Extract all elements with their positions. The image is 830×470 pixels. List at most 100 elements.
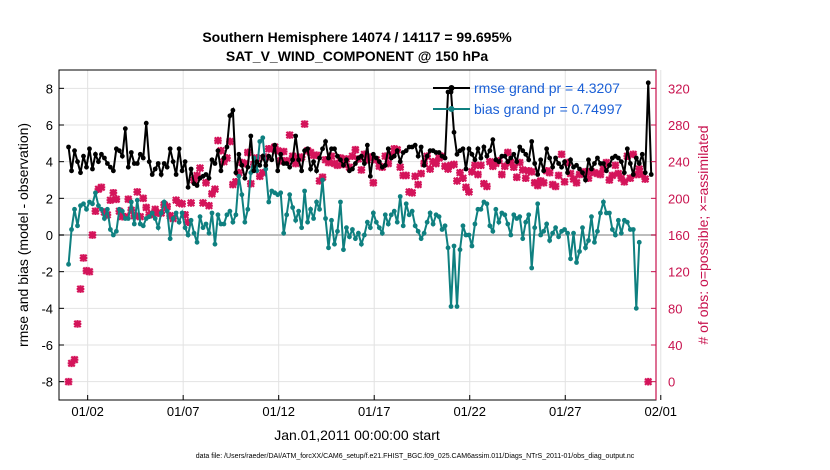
bias-point xyxy=(406,212,412,218)
rmse-point xyxy=(418,144,424,150)
obs-count-marker xyxy=(608,171,617,180)
rmse-point xyxy=(502,153,508,159)
obs-count-marker xyxy=(351,145,360,154)
obs-count-marker xyxy=(366,153,375,162)
rmse-point xyxy=(484,153,490,159)
rmse-point xyxy=(230,107,236,113)
obs-count-marker xyxy=(605,176,614,184)
obs-count-marker xyxy=(566,169,575,178)
rmse-point xyxy=(99,151,104,157)
bias-point xyxy=(535,201,541,207)
rmse-point xyxy=(421,162,427,168)
bias-point xyxy=(206,230,212,236)
rmse-point xyxy=(275,168,281,174)
bias-point xyxy=(484,201,490,207)
rmse-point xyxy=(257,162,263,168)
y-tick-label-right: 120 xyxy=(668,265,690,280)
bias-point xyxy=(182,225,188,231)
rmse-point xyxy=(353,161,358,166)
bias-point xyxy=(493,206,499,212)
rmse-point xyxy=(544,146,550,152)
bias-point xyxy=(84,206,89,212)
bias-point xyxy=(618,230,624,236)
obs-count-marker xyxy=(300,120,309,129)
legend-bias-label: bias grand pr = 0.74997 xyxy=(474,101,622,117)
bias-point xyxy=(167,236,173,242)
obs-count-marker xyxy=(596,170,605,179)
rmse-point xyxy=(535,172,541,177)
obs-count-marker xyxy=(527,167,536,176)
bias-point xyxy=(347,234,352,240)
rmse-point xyxy=(66,144,71,150)
rmse-point xyxy=(308,166,313,172)
bias-point xyxy=(601,199,606,205)
rmse-point xyxy=(601,161,606,166)
obs-count-marker xyxy=(638,170,647,179)
bias-point xyxy=(170,216,176,221)
rmse-point xyxy=(263,162,269,168)
rmse-point xyxy=(116,148,122,154)
bias-point xyxy=(230,219,236,225)
bias-point xyxy=(636,239,642,245)
rmse-point xyxy=(508,155,514,161)
obs-count-marker xyxy=(79,253,88,262)
rmse-point xyxy=(583,177,588,183)
obs-count-marker xyxy=(620,177,629,186)
rmse-point xyxy=(81,153,86,159)
bias-point xyxy=(221,221,227,227)
bias-point xyxy=(624,219,630,225)
rmse-point xyxy=(517,144,523,150)
rmse-point xyxy=(245,164,251,170)
obs-count-marker xyxy=(205,201,213,210)
rmse-point xyxy=(589,166,594,172)
rmse-point xyxy=(350,166,355,172)
bias-point xyxy=(609,227,615,232)
y-tick-label-right: 160 xyxy=(668,228,690,243)
rmse-point xyxy=(514,159,520,165)
rmse-point xyxy=(143,120,149,126)
bias-point xyxy=(113,228,119,234)
rmse-point xyxy=(149,172,155,177)
y-tick-label-right: 0 xyxy=(668,375,675,390)
rmse-point xyxy=(344,157,349,163)
obs-count-marker xyxy=(243,148,252,157)
bias-point xyxy=(508,232,514,238)
rmse-point xyxy=(436,150,442,155)
obs-count-marker xyxy=(444,165,453,173)
rmse-point xyxy=(194,183,200,188)
x-tick-label: 01/27 xyxy=(549,404,582,419)
bias-point xyxy=(633,305,639,311)
rmse-point xyxy=(604,168,609,174)
bias-point xyxy=(448,304,454,309)
bias-point xyxy=(427,210,433,216)
rmse-point xyxy=(254,159,260,165)
obs-count-marker xyxy=(611,161,620,170)
bias-point xyxy=(466,232,472,238)
obs-count-marker xyxy=(327,152,336,161)
x-axis-label: Jan.01,2011 00:00:00 start xyxy=(274,427,440,443)
bias-point xyxy=(394,219,400,225)
x-tick-label: 01/12 xyxy=(262,404,295,419)
bias-point xyxy=(212,241,218,247)
bias-point xyxy=(179,210,185,216)
rmse-point xyxy=(278,151,284,157)
rmse-point xyxy=(630,172,636,177)
obs-count-marker xyxy=(584,174,593,183)
bias-point xyxy=(257,139,263,144)
rmse-point xyxy=(466,146,472,152)
rmse-point xyxy=(373,155,379,161)
obs-count-marker xyxy=(464,187,473,196)
obs-count-marker xyxy=(360,150,369,159)
obs-count-marker xyxy=(482,182,491,191)
bias-point xyxy=(615,217,621,223)
bias-point xyxy=(379,230,385,236)
rmse-point xyxy=(463,166,469,172)
rmse-point xyxy=(224,144,230,150)
rmse-point xyxy=(299,168,305,174)
rmse-point xyxy=(134,161,140,166)
rmse-point xyxy=(158,172,164,177)
rmse-point xyxy=(188,166,194,172)
rmse-point xyxy=(338,157,343,163)
obs-count-marker xyxy=(432,159,441,168)
rmse-point xyxy=(90,166,95,172)
